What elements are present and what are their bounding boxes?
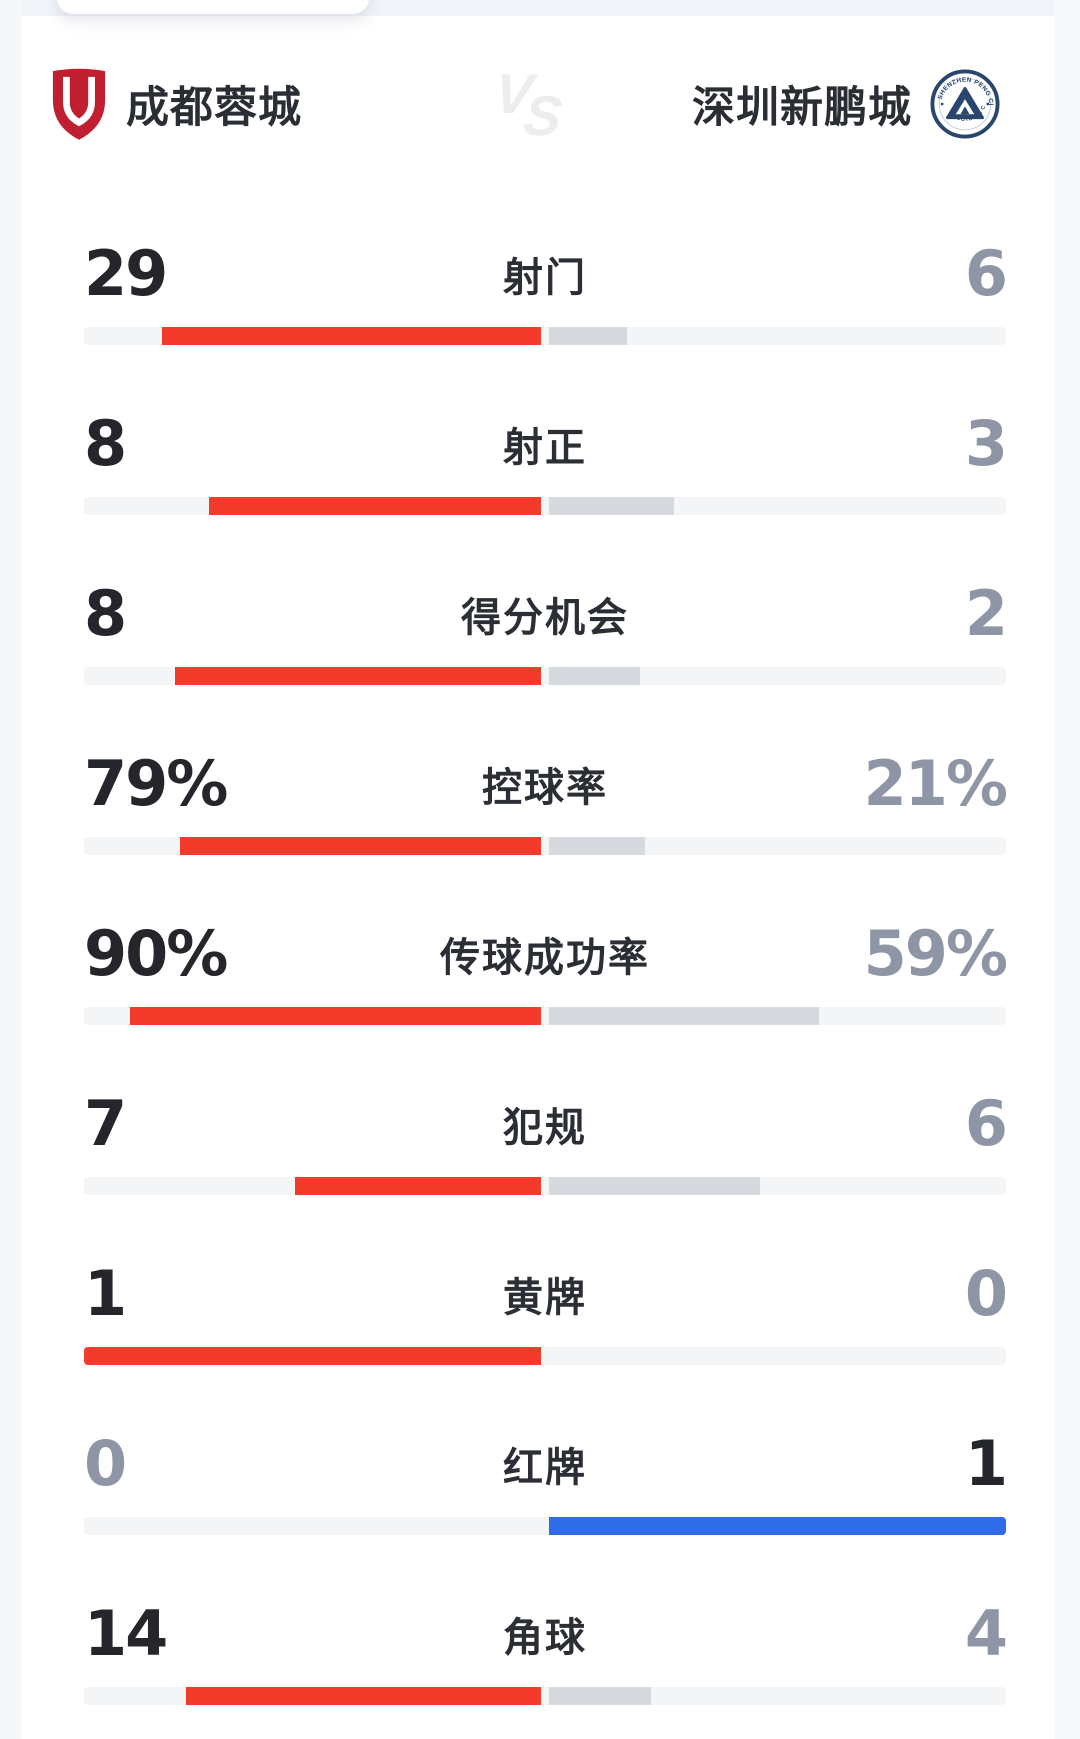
stat-bar-track xyxy=(84,497,1006,515)
right-page-gutter xyxy=(1055,0,1080,1739)
home-team: 成都蓉城 xyxy=(50,65,486,143)
stat-row: 1 黄牌 0 xyxy=(0,1210,1080,1380)
stat-label: 黄牌 xyxy=(503,1276,587,1320)
away-team-name: 深圳新鹏城 xyxy=(692,84,912,132)
stat-values-line: 29 射门 6 xyxy=(84,237,1008,310)
home-stat-value: 14 xyxy=(84,1597,168,1670)
away-stat-value: 21% xyxy=(863,747,1008,820)
stat-row: 8 射正 3 xyxy=(0,360,1080,530)
stat-row: 90% 传球成功率 59% xyxy=(0,870,1080,1040)
stat-values-line: 90% 传球成功率 59% xyxy=(84,917,1008,990)
stat-row: 29 射门 6 xyxy=(0,190,1080,360)
home-stat-value: 90% xyxy=(84,917,228,990)
away-stat-value: 6 xyxy=(964,237,1008,310)
away-stat-value: 0 xyxy=(964,1257,1008,1330)
stat-bar-track xyxy=(84,327,1006,345)
home-stat-bar xyxy=(162,327,541,345)
home-stat-bar xyxy=(129,1007,541,1025)
stat-values-line: 0 红牌 1 xyxy=(84,1427,1008,1500)
active-tab-card[interactable] xyxy=(57,0,369,14)
stat-label: 射门 xyxy=(503,256,587,300)
home-stat-value: 7 xyxy=(84,1087,127,1160)
home-team-name: 成都蓉城 xyxy=(126,84,302,132)
stat-row: 8 得分机会 2 xyxy=(0,530,1080,700)
away-stat-bar xyxy=(549,837,645,855)
stat-row: 14 角球 4 xyxy=(0,1550,1080,1720)
away-stat-value: 4 xyxy=(964,1597,1008,1670)
home-stat-bar xyxy=(84,1347,541,1365)
home-stat-value: 29 xyxy=(84,237,168,310)
chengdu-rongcheng-crest-icon xyxy=(52,68,106,140)
stat-values-line: 79% 控球率 21% xyxy=(84,747,1008,820)
home-stat-value: 79% xyxy=(84,747,228,820)
home-stat-bar xyxy=(294,1177,541,1195)
top-tab-strip xyxy=(22,0,1055,16)
away-stat-bar xyxy=(549,327,628,345)
home-stat-value: 8 xyxy=(84,407,127,480)
away-stat-bar xyxy=(549,497,674,515)
stat-label: 角球 xyxy=(503,1616,587,1660)
stat-label: 控球率 xyxy=(482,766,608,810)
away-stat-value: 1 xyxy=(964,1427,1008,1500)
away-team: 深圳新鹏城 SHENZHEN PENG CITY FOOTBALL CLUB xyxy=(564,69,1000,139)
away-stat-bar xyxy=(549,1007,819,1025)
stat-bar-track xyxy=(84,837,1006,855)
home-stat-bar xyxy=(179,837,541,855)
away-stat-value: 3 xyxy=(964,407,1008,480)
away-stat-bar xyxy=(549,1177,760,1195)
shenzhen-peng-city-crest-icon: SHENZHEN PENG CITY FOOTBALL CLUB xyxy=(930,69,1000,139)
away-stat-bar xyxy=(549,667,641,685)
stat-values-line: 7 犯规 6 xyxy=(84,1087,1008,1160)
vs-label: VS xyxy=(483,62,568,147)
match-header: 成都蓉城 VS 深圳新鹏城 SHENZHEN PENG CITY FOOTBAL… xyxy=(0,62,1080,147)
stat-bar-track xyxy=(84,1007,1006,1025)
stat-values-line: 8 得分机会 2 xyxy=(84,577,1008,650)
stat-bar-track xyxy=(84,1687,1006,1705)
stat-label: 传球成功率 xyxy=(440,936,650,980)
stat-row: 7 犯规 6 xyxy=(0,1040,1080,1210)
stat-label: 得分机会 xyxy=(461,596,629,640)
stat-bar-track xyxy=(84,1347,1006,1365)
stat-values-line: 1 黄牌 0 xyxy=(84,1257,1008,1330)
stat-bar-track xyxy=(84,1517,1006,1535)
stat-label: 犯规 xyxy=(503,1106,587,1150)
away-stat-value: 2 xyxy=(964,577,1008,650)
away-stat-value: 6 xyxy=(964,1087,1008,1160)
stat-row: 0 红牌 1 xyxy=(0,1380,1080,1550)
away-stat-value: 59% xyxy=(863,917,1008,990)
vs-letter-s: S xyxy=(520,84,559,147)
stat-values-line: 8 射正 3 xyxy=(84,407,1008,480)
home-stat-value: 0 xyxy=(84,1427,127,1500)
stat-values-line: 14 角球 4 xyxy=(84,1597,1008,1670)
left-page-gutter xyxy=(0,0,22,1739)
stat-label: 射正 xyxy=(503,426,587,470)
away-stat-bar xyxy=(549,1687,651,1705)
home-stat-bar xyxy=(208,497,541,515)
stat-bar-track xyxy=(84,667,1006,685)
away-stat-bar xyxy=(549,1517,1006,1535)
stat-bar-track xyxy=(84,1177,1006,1195)
home-stat-value: 8 xyxy=(84,577,127,650)
home-stat-bar xyxy=(175,667,541,685)
stat-label: 红牌 xyxy=(503,1446,587,1490)
stats-list: 29 射门 6 8 射正 3 8 得分机会 2 79% 控球率 21% 90% 传球成功率 59% 7 犯规 6 1… xyxy=(0,190,1080,1720)
home-stat-value: 1 xyxy=(84,1257,127,1330)
home-stat-bar xyxy=(185,1687,541,1705)
stat-row: 79% 控球率 21% xyxy=(0,700,1080,870)
